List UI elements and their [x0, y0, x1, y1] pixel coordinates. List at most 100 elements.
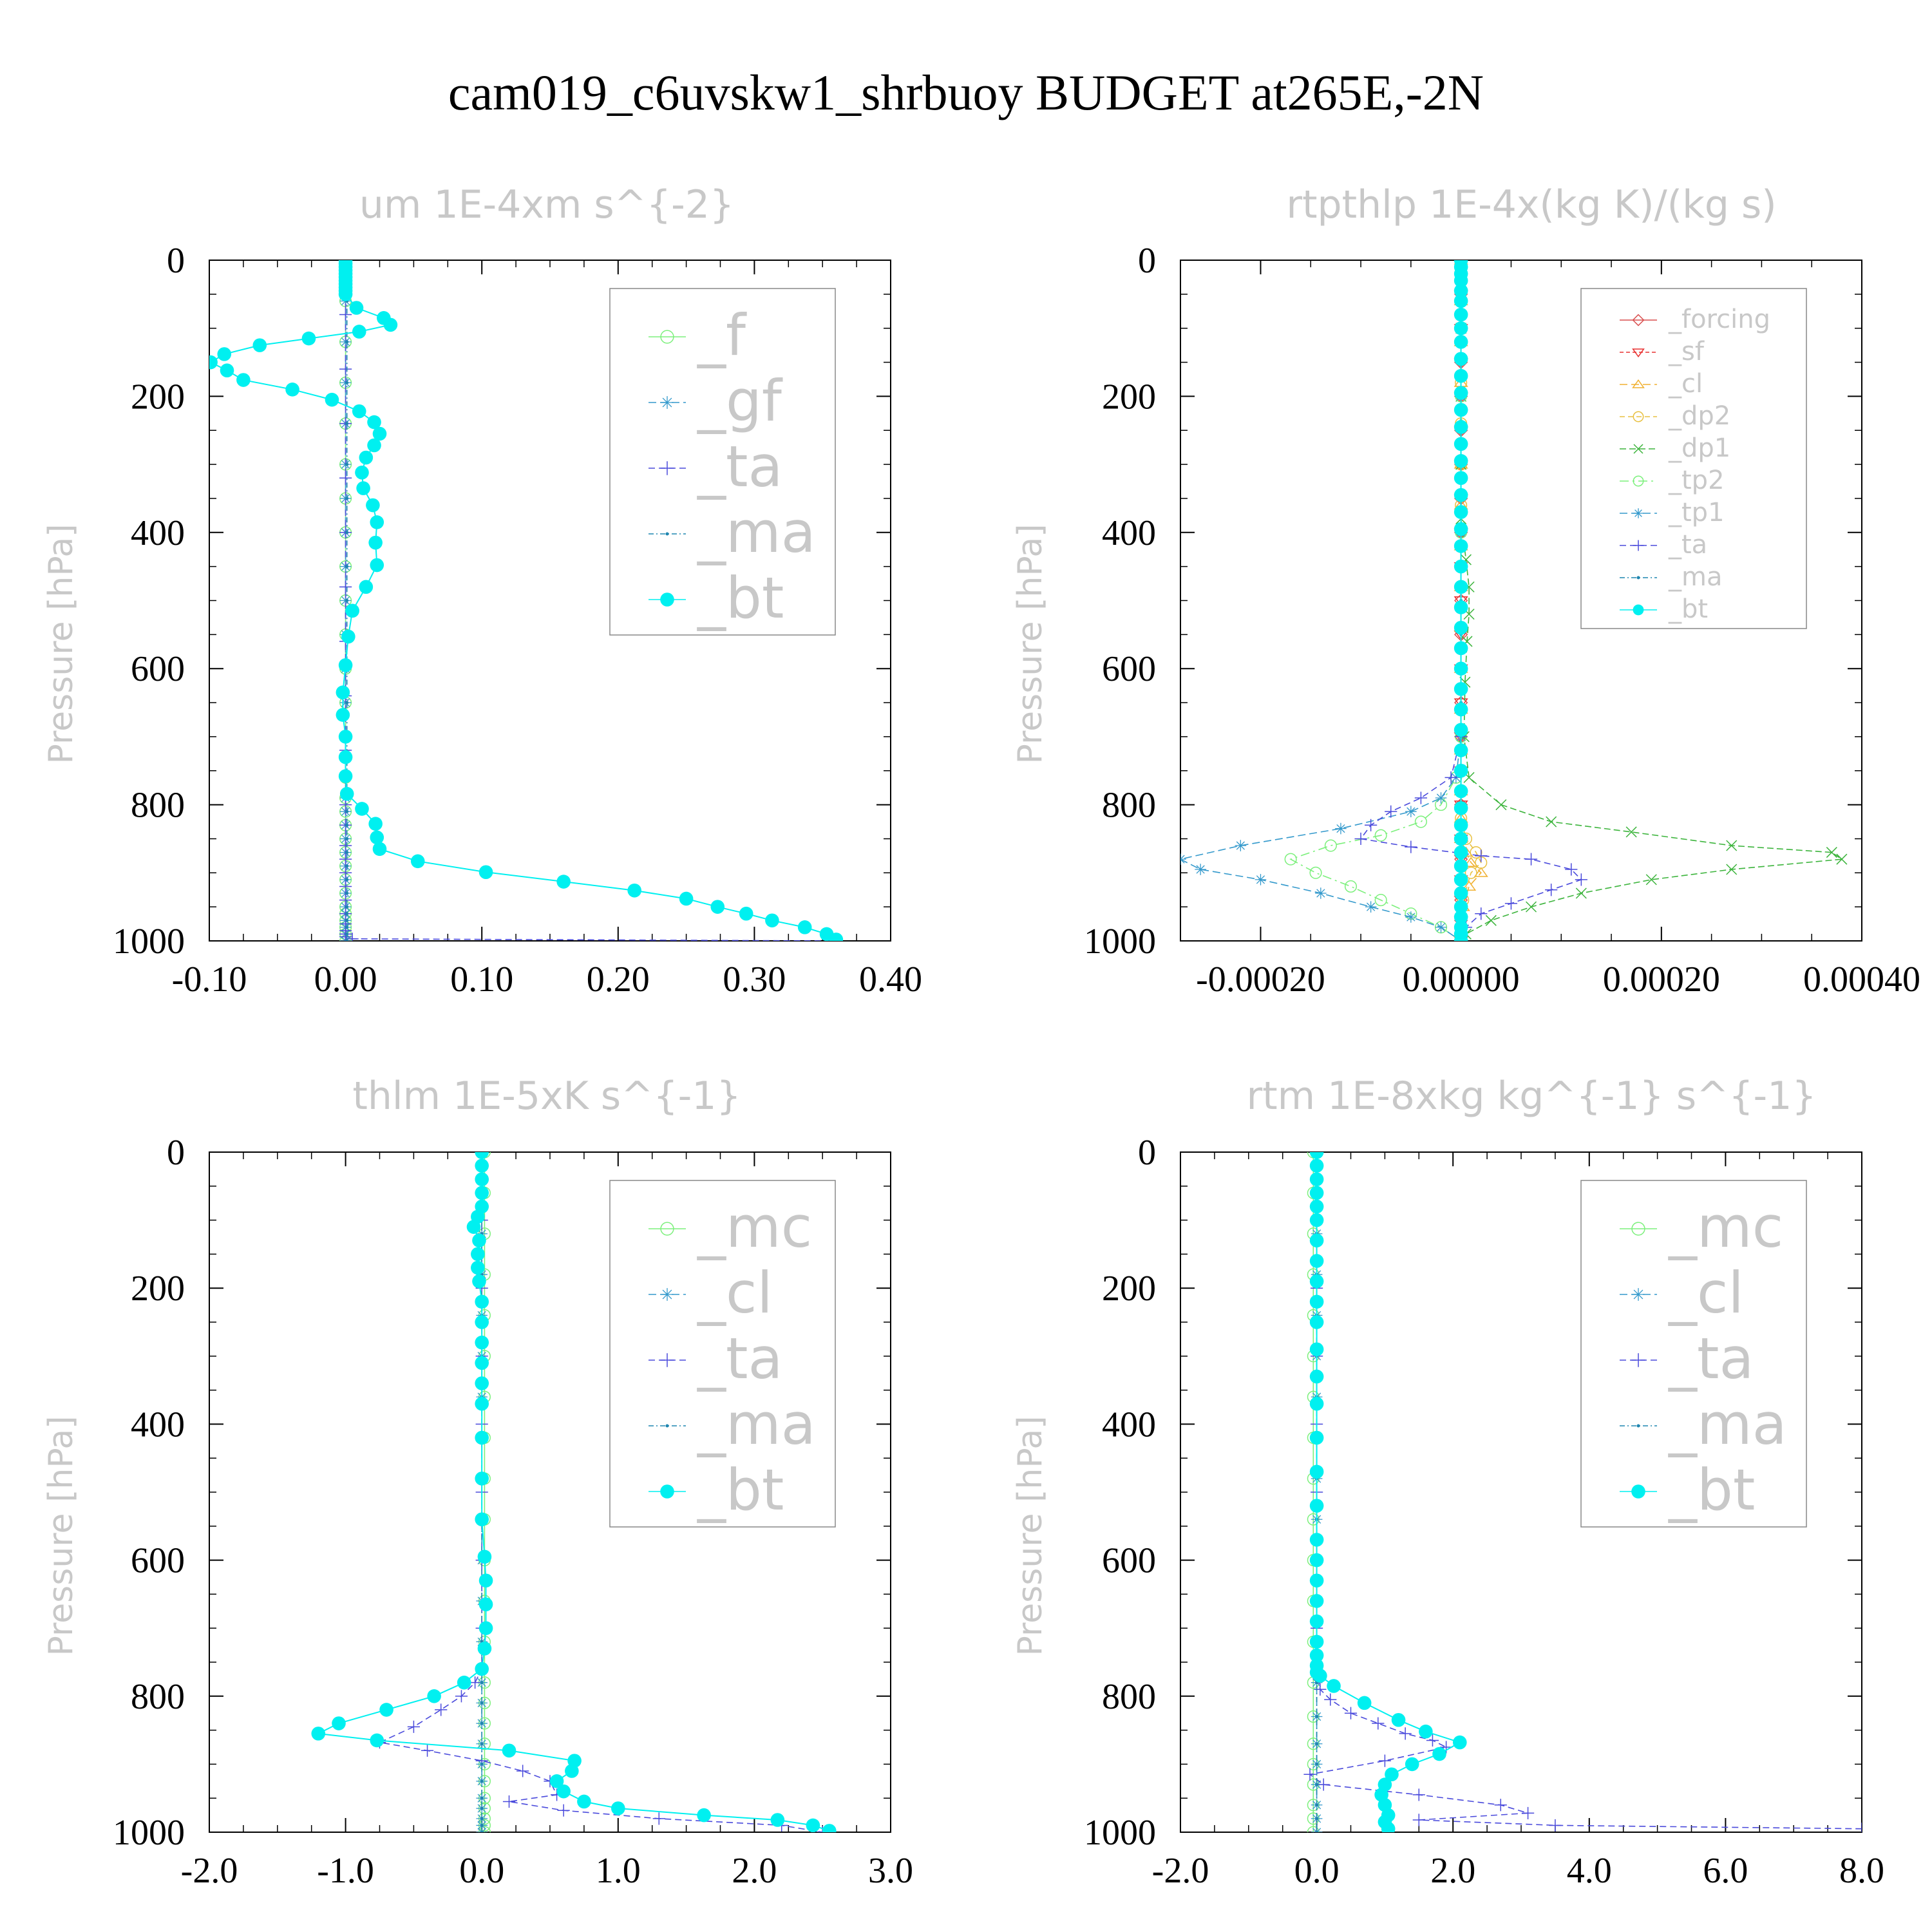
data-point — [1309, 1294, 1324, 1309]
data-point — [325, 392, 339, 407]
series-markers-tp1 — [1180, 260, 1467, 941]
data-point — [1344, 1707, 1358, 1719]
plot-area: 0 200 400 600 800 1000-2.0 -1.0 0.0 1.0 2.0 3.0 _mc… — [113, 1133, 913, 1891]
data-point — [1454, 321, 1468, 336]
data-point — [1309, 1186, 1324, 1200]
data-point — [356, 481, 370, 495]
legend-marker — [1632, 379, 1645, 388]
data-point — [338, 658, 353, 672]
chart-panel-rtpthlp: rtpthlp 1E-4x(kg K)/(kg s) Pressure [hPa… — [1011, 182, 1920, 999]
data-point — [1495, 799, 1507, 811]
data-point — [557, 1804, 570, 1817]
legend-marker — [660, 1222, 674, 1236]
data-point — [236, 373, 251, 387]
data-point — [1454, 307, 1468, 322]
data-point — [345, 340, 349, 344]
data-point — [332, 1716, 346, 1730]
x-tick-label: 0.40 — [859, 960, 922, 999]
data-point — [338, 769, 353, 784]
data-point — [1309, 1152, 1324, 1159]
data-point — [1405, 911, 1417, 923]
series-line-dp1 — [1460, 260, 1844, 935]
data-point — [480, 1762, 484, 1766]
x-tick-label: 6.0 — [1703, 1851, 1748, 1891]
data-point — [1315, 1742, 1319, 1746]
data-point — [1726, 864, 1738, 875]
data-point — [1414, 791, 1428, 804]
data-point — [1454, 934, 1468, 941]
data-point — [765, 913, 779, 928]
x-tick-label: -0.00020 — [1196, 960, 1325, 999]
legend-label: _ma — [697, 499, 816, 565]
data-point — [1454, 682, 1468, 696]
data-point — [311, 1727, 326, 1741]
legend-label: _ma — [1668, 1391, 1787, 1457]
x-tick-label: -1.0 — [317, 1851, 374, 1891]
y-axis-label: Pressure [hPa] — [42, 1416, 80, 1656]
data-point — [1855, 1823, 1862, 1832]
data-point — [1309, 1614, 1324, 1629]
legend-marker — [1633, 444, 1643, 454]
data-point — [352, 404, 366, 419]
legend-marker — [661, 1288, 674, 1301]
y-tick-label: 1000 — [1084, 922, 1156, 961]
data-point — [1454, 900, 1468, 914]
data-point — [652, 1812, 665, 1825]
x-tick-label: 0.20 — [587, 960, 650, 999]
data-point — [475, 1472, 489, 1486]
series-group — [1303, 1152, 1862, 1832]
data-point — [1454, 845, 1468, 860]
data-point — [1309, 1648, 1324, 1663]
data-point — [475, 1186, 489, 1200]
legend-label: _bt — [697, 1457, 784, 1523]
legend-marker — [1636, 1424, 1640, 1428]
series-markers-bt — [1454, 260, 1468, 941]
y-tick-label: 600 — [131, 649, 185, 689]
data-point — [1504, 897, 1518, 910]
data-point — [1454, 402, 1468, 417]
series-markers-tp2 — [1284, 260, 1468, 941]
data-point — [770, 1813, 785, 1827]
data-point — [1565, 863, 1578, 876]
plot-area: 0 200 400 600 800 1000 -0.00020 0.00000 0.00020 0… — [1084, 241, 1920, 999]
data-point — [1524, 853, 1538, 866]
data-point — [1452, 1735, 1467, 1750]
data-point — [345, 837, 349, 840]
chart-title: thlm 1E-5xK s^{-1} — [352, 1074, 741, 1119]
data-point — [346, 933, 359, 941]
data-point — [466, 1220, 481, 1234]
data-point — [1435, 922, 1447, 933]
data-point — [1454, 488, 1468, 502]
data-point — [1475, 849, 1488, 862]
data-point — [345, 810, 349, 813]
x-tick-label: 0.00 — [314, 960, 377, 999]
data-point — [1454, 801, 1468, 815]
data-point — [480, 1701, 484, 1705]
data-point — [367, 415, 381, 430]
legend-label: _ta — [697, 1325, 782, 1392]
data-point — [407, 1720, 420, 1733]
data-point — [1454, 273, 1468, 288]
y-axis-label: Pressure [hPa] — [42, 524, 80, 764]
y-tick-label: 200 — [131, 1269, 185, 1309]
x-tick-label: 0.0 — [459, 1851, 504, 1891]
data-point — [339, 839, 352, 852]
data-point — [556, 1784, 571, 1799]
data-point — [1419, 1724, 1433, 1739]
y-tick-label: 400 — [1102, 513, 1156, 553]
data-point — [339, 471, 352, 484]
x-tick-label: 1.0 — [596, 1851, 641, 1891]
data-point — [339, 308, 352, 321]
data-point — [472, 1274, 486, 1289]
y-tick-label: 0 — [1138, 1133, 1156, 1173]
data-point — [285, 383, 299, 397]
legend-label: _cl — [697, 1260, 773, 1326]
y-tick-label: 200 — [1102, 377, 1156, 417]
data-point — [1462, 880, 1477, 891]
data-point — [1344, 880, 1358, 893]
data-point — [1454, 886, 1468, 900]
data-point — [1374, 894, 1387, 907]
data-point — [577, 1794, 591, 1809]
